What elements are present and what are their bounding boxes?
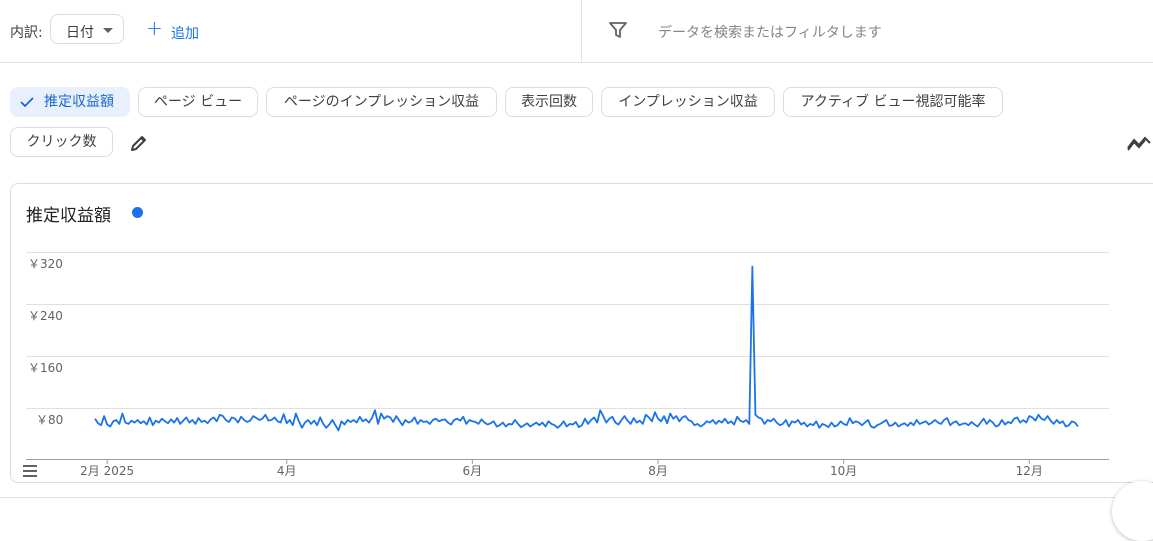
- plus-icon: +: [146, 16, 163, 40]
- check-icon: [20, 97, 34, 108]
- chart-card: [10, 183, 1153, 483]
- y-tick-label: ￥240: [28, 309, 63, 323]
- metric-chip-label: アクティブ ビュー視認可能率: [800, 94, 986, 110]
- metric-chip-page-views[interactable]: ページ ビュー: [138, 87, 258, 117]
- filter-icon[interactable]: [609, 21, 627, 39]
- toolbar-divider: [581, 0, 582, 62]
- revenue-line-chart: ￥80 ￥160 ￥240 ￥320 2月 2025 4月 6月 8月 10月 12月: [26, 252, 1109, 478]
- y-tick-label: ￥160: [28, 361, 63, 375]
- breakdown-dropdown-value: 日付: [66, 25, 94, 41]
- x-tick-label: 6月: [463, 464, 483, 478]
- x-tick-label: 8月: [648, 464, 668, 478]
- chart-title: 推定収益額: [26, 206, 111, 226]
- series-legend-dot: [132, 207, 143, 218]
- metric-chip-label: インプレッション収益: [618, 94, 758, 110]
- revenue-series-line: [94, 265, 1079, 432]
- filter-search-input[interactable]: データを検索またはフィルタします: [658, 25, 882, 41]
- metric-chip-label: ページのインプレッション収益: [283, 94, 480, 110]
- top-toolbar: [0, 0, 1153, 63]
- metric-chip-estimated-revenue[interactable]: 推定収益額: [10, 87, 130, 117]
- x-tick-label: 10月: [830, 464, 857, 478]
- x-tick-label: 4月: [277, 464, 297, 478]
- metric-chip-label: ページ ビュー: [153, 94, 243, 110]
- metric-chip-label: 推定収益額: [44, 94, 114, 110]
- metric-chip-label: 表示回数: [521, 94, 577, 110]
- y-tick-label: ￥80: [36, 413, 63, 427]
- x-tick-label: 2月 2025: [80, 464, 134, 478]
- metric-chip-page-rpm[interactable]: ページのインプレッション収益: [266, 87, 497, 117]
- metric-chip-label: クリック数: [26, 134, 97, 150]
- breakdown-dropdown[interactable]: 日付: [50, 14, 124, 44]
- breakdown-label: 内訳:: [10, 25, 43, 41]
- x-tick-label: 12月: [1016, 464, 1043, 478]
- metric-chip-impressions[interactable]: 表示回数: [505, 87, 593, 117]
- pencil-icon[interactable]: [129, 133, 149, 153]
- chevron-down-icon: [103, 28, 113, 33]
- table-header-divider: [0, 497, 1153, 498]
- trend-icon[interactable]: [1127, 134, 1151, 152]
- metric-chip-clicks[interactable]: クリック数: [10, 127, 113, 157]
- menu-icon[interactable]: [22, 464, 38, 478]
- metric-chip-impression-rpm[interactable]: インプレッション収益: [601, 87, 775, 117]
- metric-chip-active-view[interactable]: アクティブ ビュー視認可能率: [783, 87, 1003, 117]
- add-breakdown-label: 追加: [171, 26, 199, 42]
- y-tick-label: ￥320: [28, 257, 63, 271]
